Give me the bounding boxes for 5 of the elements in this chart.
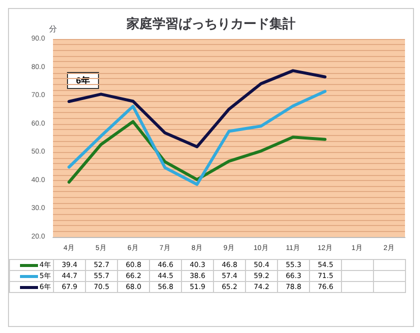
y-axis-title: 分 [49,24,57,34]
line-series [68,120,326,184]
line-series [68,90,326,186]
line-series [68,69,326,148]
chart-title: 家庭学習ばっちりカード集計 [126,16,296,32]
